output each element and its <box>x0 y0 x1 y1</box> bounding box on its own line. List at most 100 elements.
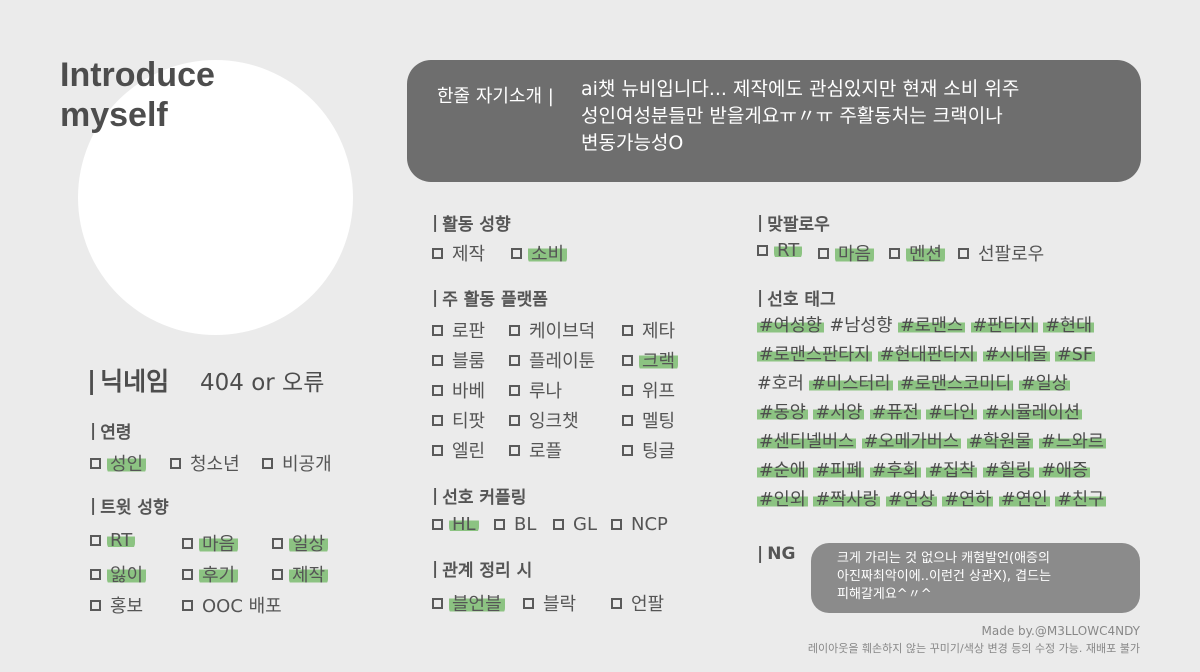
checkbox-icon[interactable] <box>511 247 522 259</box>
checkbox-icon[interactable] <box>432 354 443 366</box>
checkbox-option-coupling[interactable]: GL <box>553 514 597 535</box>
checkbox-icon[interactable] <box>272 568 283 580</box>
checkbox-label: 플레이툰 <box>529 351 596 372</box>
checkbox-icon[interactable] <box>509 324 520 336</box>
checkbox-option-tweet[interactable]: 마음 <box>182 530 239 556</box>
checkbox-option-age[interactable]: 청소년 <box>170 450 240 476</box>
checkbox-option-platform[interactable]: 로판 <box>432 317 485 343</box>
tag-item: #퓨전 <box>869 403 921 423</box>
checkbox-option-activity[interactable]: 제작 <box>432 240 485 266</box>
checkbox-icon[interactable] <box>509 384 520 396</box>
checkbox-icon[interactable] <box>182 599 193 611</box>
checkbox-option-platform[interactable]: 플레이툰 <box>509 347 595 373</box>
section-bar: | <box>90 420 97 441</box>
checkbox-option-platform[interactable]: 로플 <box>509 437 562 463</box>
checkbox-icon[interactable] <box>509 444 520 456</box>
tag-row: #순애 #피폐 #후회 #집착 #힐링 #애증 <box>757 457 1157 486</box>
checkbox-option-platform[interactable]: 팅글 <box>622 437 675 463</box>
checkbox-option-relation[interactable]: 블락 <box>523 590 576 616</box>
checkbox-option-activity[interactable]: 소비 <box>511 240 568 266</box>
checkbox-icon[interactable] <box>432 324 443 336</box>
checkbox-icon[interactable] <box>90 535 101 546</box>
checkbox-option-platform[interactable]: 케이브덕 <box>509 317 595 343</box>
platform-heading: | 주 활동 플랫폼 <box>432 285 548 311</box>
checkbox-icon[interactable] <box>90 457 101 469</box>
checkbox-option-tweet[interactable]: 일상 <box>272 530 329 556</box>
checkbox-option-platform[interactable]: 바베 <box>432 377 485 403</box>
checkbox-option-platform[interactable]: 위프 <box>622 377 675 403</box>
checkbox-label: GL <box>573 514 597 535</box>
checkbox-option-tweet[interactable]: RT <box>90 530 136 551</box>
checkbox-option-tweet[interactable]: 후기 <box>182 561 239 587</box>
checkbox-icon[interactable] <box>432 414 443 426</box>
checkbox-label: 멘션 <box>906 240 946 266</box>
checkbox-icon[interactable] <box>622 414 633 426</box>
tag-item: #애증 <box>1039 461 1091 481</box>
checkbox-icon[interactable] <box>622 354 633 366</box>
checkbox-label: 언팔 <box>631 594 665 615</box>
checkbox-icon[interactable] <box>757 245 768 256</box>
checkbox-icon[interactable] <box>889 247 900 259</box>
checkbox-icon[interactable] <box>262 457 273 469</box>
tag-item: #로맨스판타지 <box>757 345 873 365</box>
checkbox-option-platform[interactable]: 잉크챗 <box>509 407 579 433</box>
checkbox-label: RT <box>107 530 136 551</box>
checkbox-icon[interactable] <box>523 597 534 609</box>
checkbox-icon[interactable] <box>170 457 181 469</box>
checkbox-icon[interactable] <box>622 384 633 396</box>
checkbox-option-age[interactable]: 비공개 <box>262 450 332 476</box>
checkbox-icon[interactable] <box>622 324 633 336</box>
checkbox-option-age[interactable]: 성인 <box>90 450 147 476</box>
checkbox-icon[interactable] <box>432 247 443 259</box>
checkbox-label: 루나 <box>529 381 563 402</box>
checkbox-icon[interactable] <box>553 519 564 530</box>
checkbox-icon[interactable] <box>432 444 443 456</box>
checkbox-option-coupling[interactable]: HL <box>432 514 479 535</box>
checkbox-icon[interactable] <box>182 568 193 580</box>
checkbox-icon[interactable] <box>90 568 101 580</box>
tag-item: #현대판타지 <box>877 345 978 365</box>
checkbox-label: 블룸 <box>452 351 486 372</box>
checkbox-icon[interactable] <box>818 247 829 259</box>
ng-heading: | NG <box>757 544 795 564</box>
tag-item: #로맨스코미디 <box>898 374 1014 394</box>
checkbox-option-follow[interactable]: 멘션 <box>889 240 946 266</box>
checkbox-option-platform[interactable]: 크랙 <box>622 347 679 373</box>
checkbox-icon[interactable] <box>182 537 193 549</box>
checkbox-icon[interactable] <box>611 519 622 530</box>
checkbox-icon[interactable] <box>90 599 101 611</box>
checkbox-icon[interactable] <box>494 519 505 530</box>
checkbox-icon[interactable] <box>611 597 622 609</box>
checkbox-option-coupling[interactable]: BL <box>494 514 536 535</box>
checkbox-icon[interactable] <box>622 444 633 456</box>
checkbox-icon[interactable] <box>432 519 443 530</box>
checkbox-option-tweet[interactable]: 제작 <box>272 561 329 587</box>
checkbox-icon[interactable] <box>509 354 520 366</box>
checkbox-option-follow[interactable]: RT <box>757 240 803 261</box>
checkbox-option-platform[interactable]: 루나 <box>509 377 562 403</box>
checkbox-option-platform[interactable]: 티팟 <box>432 407 485 433</box>
tag-item: #힐링 <box>982 461 1034 481</box>
checkbox-option-relation[interactable]: 언팔 <box>611 590 664 616</box>
checkbox-option-tweet[interactable]: 잃이 <box>90 561 147 587</box>
checkbox-option-platform[interactable]: 엘린 <box>432 437 485 463</box>
checkbox-option-follow[interactable]: 선팔로우 <box>958 240 1044 266</box>
checkbox-option-relation[interactable]: 블언블 <box>432 590 505 616</box>
checkbox-option-platform[interactable]: 멜팅 <box>622 407 675 433</box>
tags-heading: | 선호 태그 <box>757 285 836 311</box>
checkbox-option-follow[interactable]: 마음 <box>818 240 875 266</box>
checkbox-icon[interactable] <box>432 384 443 396</box>
checkbox-icon[interactable] <box>509 414 520 426</box>
checkbox-icon[interactable] <box>272 537 283 549</box>
coupling-heading-text: 선호 커플링 <box>442 488 527 508</box>
checkbox-icon[interactable] <box>432 597 443 609</box>
checkbox-option-coupling[interactable]: NCP <box>611 514 668 535</box>
preferred-tags: #여성향 #남성향 #로맨스 #판타지 #현대 #로맨스판타지 #현대판타지 #시… <box>757 312 1157 515</box>
checkbox-option-tweet[interactable]: OOC 배포 <box>182 592 282 618</box>
tag-item: #후회 <box>869 461 921 481</box>
checkbox-icon[interactable] <box>958 247 969 259</box>
checkbox-option-tweet[interactable]: 홍보 <box>90 592 143 618</box>
checkbox-option-platform[interactable]: 블룸 <box>432 347 485 373</box>
checkbox-option-platform[interactable]: 제타 <box>622 317 675 343</box>
checkbox-label: 소비 <box>528 240 568 266</box>
